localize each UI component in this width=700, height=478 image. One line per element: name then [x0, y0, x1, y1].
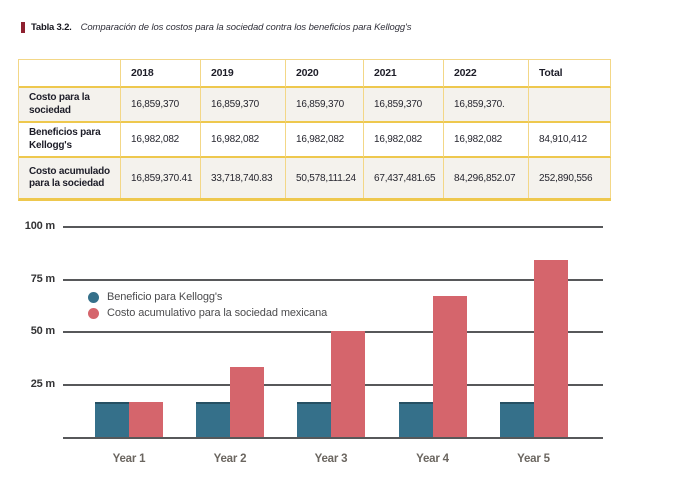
- cell: 16,859,370: [121, 88, 201, 123]
- bar-chart: Beneficio para Kellogg's Costo acumulati…: [0, 210, 700, 478]
- cell: 84,910,412: [529, 123, 611, 158]
- header-2018: 2018: [121, 60, 201, 88]
- cost-legend-dot-icon: [88, 307, 99, 319]
- x-tick-label-year-3: Year 3: [314, 453, 348, 465]
- table-number: Tabla 3.2.: [31, 22, 72, 33]
- table-title: Comparación de los costos para la socied…: [80, 22, 412, 33]
- cost-bar-year-3: [331, 331, 365, 438]
- cell: 16,859,370: [201, 88, 286, 123]
- row-label: Beneficios para Kellogg's: [19, 123, 121, 158]
- legend-item-benefit: Beneficio para Kellogg's: [88, 289, 327, 305]
- header-2021: 2021: [364, 60, 444, 88]
- table-caption: Tabla 3.2. Comparación de los costos par…: [21, 22, 412, 33]
- benefit-bar-year-1: [95, 401, 129, 438]
- cell: [529, 88, 611, 123]
- cell: 67,437,481.65: [364, 158, 444, 198]
- cell: 252,890,556: [529, 158, 611, 198]
- x-axis-line: [63, 436, 603, 439]
- x-tick-label-year-5: Year 5: [517, 453, 550, 465]
- row-label: Costo acumulado para la sociedad: [19, 158, 121, 198]
- table-row-costo-acumulado: Costo acumulado para la sociedad 16,859,…: [19, 158, 611, 198]
- gridline-75m: [63, 278, 603, 281]
- cell: 16,859,370: [364, 88, 444, 123]
- cell: 16,982,082: [444, 123, 529, 158]
- header-2022: 2022: [444, 60, 529, 88]
- legend-label: Costo acumulativo para la sociedad mexic…: [107, 307, 328, 319]
- table-row-costo-sociedad: Costo para la sociedad 16,859,370 16,859…: [19, 88, 611, 123]
- benefit-legend-dot-icon: [88, 291, 99, 303]
- cell: 16,982,082: [286, 123, 364, 158]
- cost-bar-year-2: [230, 366, 264, 438]
- legend-item-cost: Costo acumulativo para la sociedad mexic…: [88, 305, 327, 321]
- cost-bar-year-1: [129, 402, 163, 438]
- gridline-100m: [63, 226, 603, 228]
- row-label: Costo para la sociedad: [19, 88, 121, 123]
- table-row-beneficios: Beneficios para Kellogg's 16,982,082 16,…: [19, 123, 611, 158]
- y-tick-label: 25 m: [30, 377, 55, 390]
- cell: 16,982,082: [121, 123, 201, 158]
- caption-accent-bar: [21, 22, 25, 33]
- cell: 16,859,370: [286, 88, 364, 123]
- header-total: Total: [529, 60, 611, 88]
- benefit-bar-year-3: [297, 401, 331, 438]
- y-tick-label: 75 m: [30, 272, 55, 285]
- header-2019: 2019: [201, 60, 286, 88]
- comparison-table: 2018 2019 2020 2021 2022 Total Costo par…: [18, 59, 611, 201]
- cell: 16,859,370.: [444, 88, 529, 123]
- benefit-bar-year-5: [499, 401, 534, 438]
- cell: 50,578,111.24: [286, 158, 364, 198]
- table-header-row: 2018 2019 2020 2021 2022 Total: [19, 60, 611, 88]
- cost-bar-year-4: [432, 295, 467, 438]
- cost-bar-year-5: [533, 260, 568, 438]
- benefit-bar-year-2: [196, 401, 230, 438]
- cell: 84,296,852.07: [444, 158, 529, 198]
- x-tick-label-year-1: Year 1: [112, 453, 146, 465]
- x-tick-label-year-2: Year 2: [213, 453, 247, 465]
- legend-label: Beneficio para Kellogg's: [107, 291, 223, 303]
- cell: 16,859,370.41: [121, 158, 201, 198]
- header-2020: 2020: [286, 60, 364, 88]
- y-tick-label: 50 m: [30, 325, 55, 338]
- chart-legend: Beneficio para Kellogg's Costo acumulati…: [88, 289, 327, 321]
- header-empty: [19, 60, 121, 88]
- cell: 16,982,082: [364, 123, 444, 158]
- cell: 16,982,082: [201, 123, 286, 158]
- y-tick-label: 100 m: [24, 220, 55, 232]
- benefit-bar-year-4: [398, 401, 433, 438]
- cell: 33,718,740.83: [201, 158, 286, 198]
- x-tick-label-year-4: Year 4: [416, 453, 449, 465]
